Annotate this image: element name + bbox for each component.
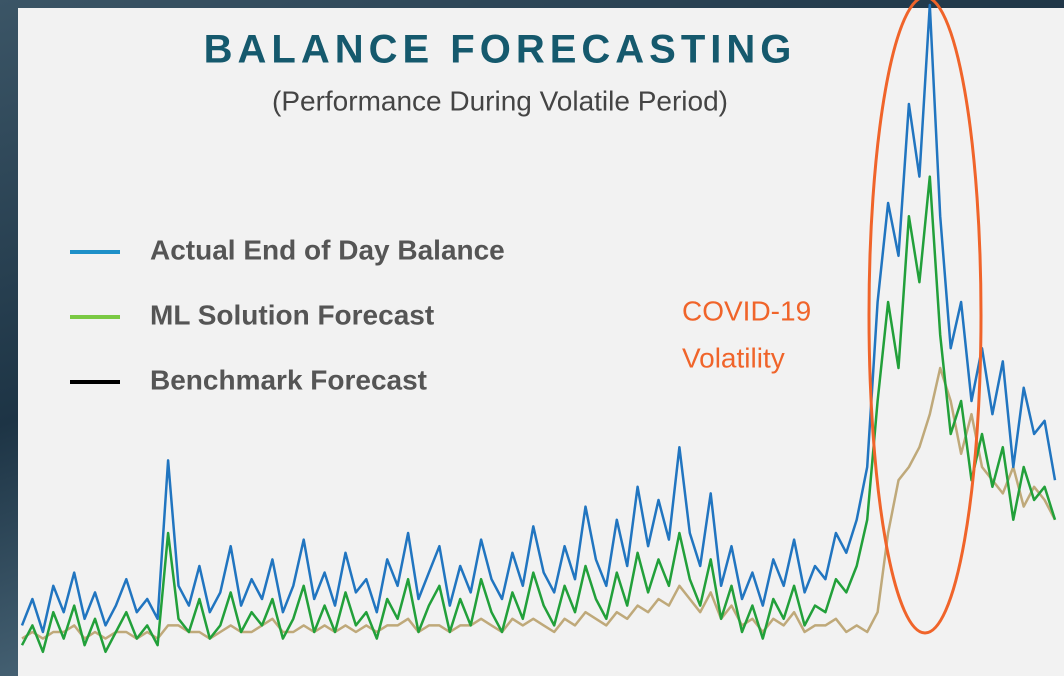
chart-title: BALANCE FORECASTING <box>204 28 797 72</box>
legend-label: ML Solution Forecast <box>150 299 434 330</box>
chart: BALANCE FORECASTING (Performance During … <box>0 0 1064 676</box>
chart-subtitle: (Performance During Volatile Period) <box>272 85 728 116</box>
page: {"chart_data": { "type": "line", "title"… <box>0 0 1064 676</box>
legend-label: Actual End of Day Balance <box>150 234 505 265</box>
annotation: Volatility <box>682 342 785 373</box>
annotation: COVID-19 <box>682 295 811 326</box>
legend-label: Benchmark Forecast <box>150 364 427 395</box>
